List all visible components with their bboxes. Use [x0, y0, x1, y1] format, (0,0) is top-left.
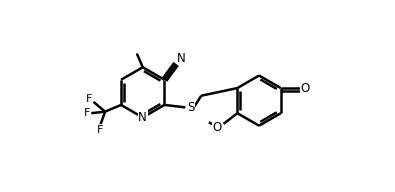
Text: O: O: [300, 82, 310, 95]
Text: F: F: [86, 94, 92, 104]
Text: N: N: [177, 52, 186, 65]
Text: N: N: [138, 111, 147, 124]
Text: F: F: [96, 125, 103, 135]
Text: S: S: [187, 101, 194, 114]
Text: F: F: [84, 108, 90, 118]
Text: O: O: [212, 121, 222, 134]
